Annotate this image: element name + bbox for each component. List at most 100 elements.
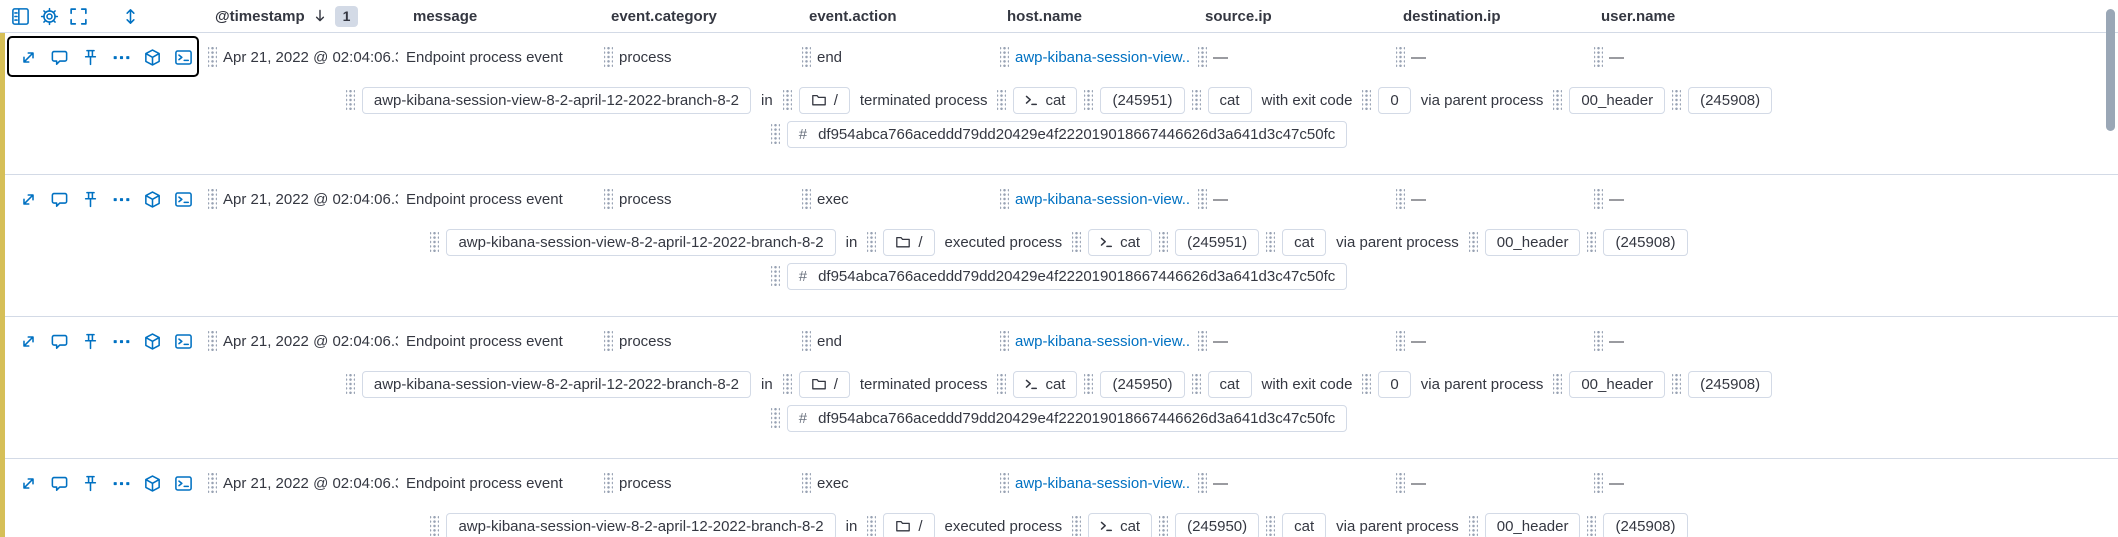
drag-handle[interactable] [345, 373, 355, 395]
drag-handle[interactable] [802, 188, 811, 210]
drag-handle[interactable] [1000, 188, 1009, 210]
drag-handle[interactable] [802, 330, 811, 352]
drag-handle[interactable] [867, 515, 877, 537]
sort-descending-icon[interactable] [312, 8, 328, 24]
source-ip-value[interactable]: — [1213, 48, 1228, 66]
drag-handle[interactable] [1396, 330, 1405, 352]
destination-ip-value[interactable]: — [1411, 474, 1426, 492]
host-name-link[interactable]: awp-kibana-session-view... [1015, 474, 1190, 492]
drag-handle[interactable] [1587, 515, 1597, 537]
drag-handle[interactable] [1000, 330, 1009, 352]
user-name-value[interactable]: — [1609, 48, 1624, 66]
add-note-button[interactable] [49, 473, 69, 493]
event-category-value[interactable]: process [619, 332, 672, 350]
drag-handle[interactable] [1594, 188, 1603, 210]
settings-button[interactable] [39, 6, 59, 26]
event-action-value[interactable]: exec [817, 474, 849, 492]
drag-handle[interactable] [1191, 373, 1201, 395]
timestamp-value[interactable]: Apr 21, 2022 @ 02:04:06.372 [223, 190, 398, 208]
working-directory-badge[interactable]: / [883, 228, 935, 256]
parent-process-badge[interactable]: 00_header [1569, 86, 1666, 114]
drag-handle[interactable] [1084, 89, 1094, 111]
drag-handle[interactable] [1396, 188, 1405, 210]
analyze-event-button[interactable] [142, 189, 162, 209]
event-category-value[interactable]: process [619, 48, 672, 66]
event-action-value[interactable]: end [817, 48, 843, 66]
destination-ip-value[interactable]: — [1411, 332, 1426, 350]
expand-event-button[interactable] [18, 47, 38, 67]
drag-handle[interactable] [1266, 231, 1276, 253]
drag-handle[interactable] [1396, 472, 1405, 494]
column-header-message[interactable]: message [413, 7, 478, 25]
args-badge[interactable]: cat [1207, 370, 1252, 398]
drag-handle[interactable] [1072, 515, 1082, 537]
user-name-value[interactable]: — [1609, 332, 1624, 350]
host-badge[interactable]: awp-kibana-session-view-8-2-april-12-202… [361, 86, 752, 114]
fullscreen-button[interactable] [68, 6, 88, 26]
drag-handle[interactable] [1594, 472, 1603, 494]
column-header-destination-ip[interactable]: destination.ip [1403, 7, 1501, 25]
drag-handle[interactable] [1468, 231, 1478, 253]
drag-handle[interactable] [208, 330, 217, 352]
host-name-link[interactable]: awp-kibana-session-view... [1015, 190, 1190, 208]
session-view-button[interactable] [173, 47, 193, 67]
args-badge[interactable]: cat [1207, 86, 1252, 114]
expand-event-button[interactable] [18, 331, 38, 351]
hash-badge[interactable]: # df954abca766aceddd79dd20429e4f222019018… [786, 120, 1348, 148]
drag-handle[interactable] [997, 373, 1007, 395]
more-actions-button[interactable] [111, 189, 131, 209]
working-directory-badge[interactable]: / [883, 512, 935, 537]
pin-event-button[interactable] [80, 331, 100, 351]
vertical-scrollbar[interactable] [2106, 9, 2115, 131]
more-actions-button[interactable] [111, 47, 131, 67]
drag-handle[interactable] [1672, 373, 1682, 395]
host-badge[interactable]: awp-kibana-session-view-8-2-april-12-202… [446, 512, 836, 537]
drag-handle[interactable] [1084, 373, 1094, 395]
drag-handle[interactable] [1594, 46, 1603, 68]
drag-handle[interactable] [1072, 231, 1082, 253]
drag-handle[interactable] [1191, 89, 1201, 111]
args-badge[interactable]: cat [1282, 228, 1327, 256]
event-action-value[interactable]: end [817, 332, 843, 350]
process-badge[interactable]: cat [1013, 370, 1078, 398]
columns-button[interactable] [10, 6, 30, 26]
drag-handle[interactable] [997, 89, 1007, 111]
drag-handle[interactable] [770, 265, 780, 287]
analyze-event-button[interactable] [142, 473, 162, 493]
parent-process-badge[interactable]: 00_header [1569, 370, 1666, 398]
parent-pid-badge[interactable]: (245908) [1688, 370, 1773, 398]
pin-event-button[interactable] [80, 473, 100, 493]
event-action-value[interactable]: exec [817, 190, 849, 208]
drag-handle[interactable] [802, 472, 811, 494]
drag-handle[interactable] [208, 46, 217, 68]
column-header-event-category[interactable]: event.category [611, 7, 717, 25]
process-badge[interactable]: cat [1088, 512, 1153, 537]
drag-handle[interactable] [1587, 231, 1597, 253]
hash-badge[interactable]: # df954abca766aceddd79dd20429e4f222019018… [786, 404, 1348, 432]
more-actions-button[interactable] [111, 473, 131, 493]
working-directory-badge[interactable]: / [798, 370, 850, 398]
expand-event-button[interactable] [18, 189, 38, 209]
drag-handle[interactable] [604, 330, 613, 352]
analyze-event-button[interactable] [142, 47, 162, 67]
expand-event-button[interactable] [18, 473, 38, 493]
column-header-event-action[interactable]: event.action [809, 7, 897, 25]
drag-handle[interactable] [1198, 472, 1207, 494]
pin-event-button[interactable] [80, 189, 100, 209]
host-name-link[interactable]: awp-kibana-session-view... [1015, 48, 1190, 66]
drag-handle[interactable] [604, 188, 613, 210]
timestamp-value[interactable]: Apr 21, 2022 @ 02:04:06.368 [223, 474, 398, 492]
user-name-value[interactable]: — [1609, 190, 1624, 208]
source-ip-value[interactable]: — [1213, 474, 1228, 492]
event-category-value[interactable]: process [619, 190, 672, 208]
pid-badge[interactable]: (245950) [1100, 370, 1185, 398]
drag-handle[interactable] [1266, 515, 1276, 537]
event-category-value[interactable]: process [619, 474, 672, 492]
session-view-button[interactable] [173, 189, 193, 209]
exit-code-badge[interactable]: 0 [1378, 86, 1411, 114]
drag-handle[interactable] [345, 89, 355, 111]
sort-fields-button[interactable] [120, 6, 140, 26]
parent-process-badge[interactable]: 00_header [1484, 512, 1581, 537]
drag-handle[interactable] [770, 123, 780, 145]
host-badge[interactable]: awp-kibana-session-view-8-2-april-12-202… [361, 370, 752, 398]
